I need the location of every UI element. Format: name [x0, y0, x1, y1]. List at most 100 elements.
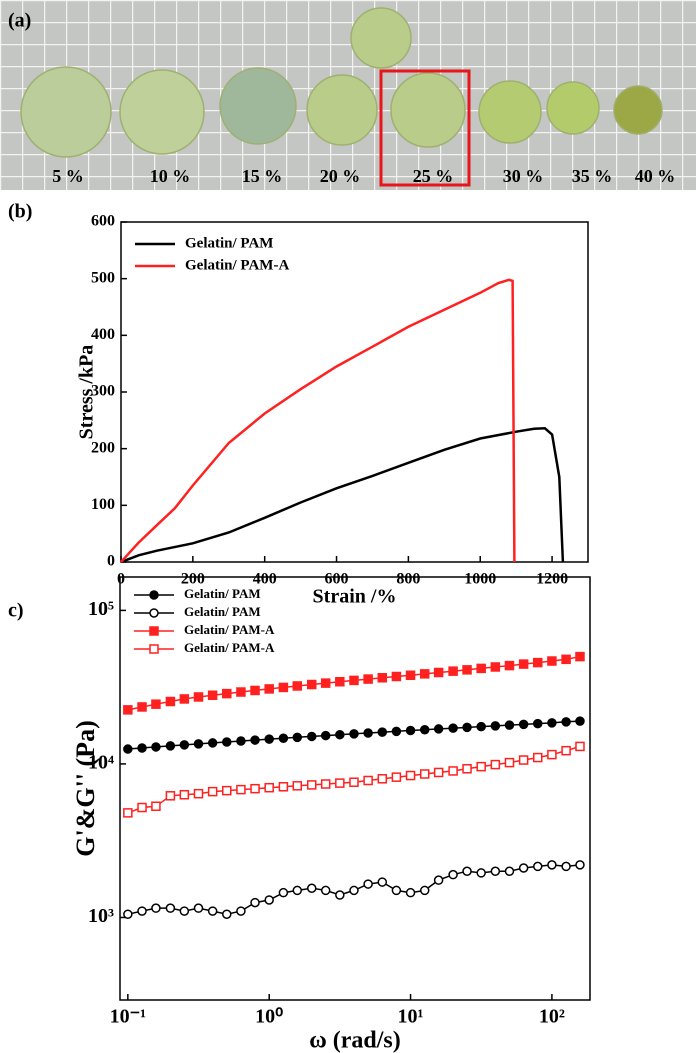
marker [236, 906, 246, 916]
marker [292, 781, 303, 791]
y-tick-label: 400 [91, 326, 115, 343]
marker [165, 741, 176, 751]
y-tick-label: 200 [91, 439, 115, 456]
gel-discs [20, 7, 663, 158]
marker [335, 729, 345, 740]
highlight-box [379, 69, 471, 187]
marker [207, 690, 218, 701]
marker [264, 734, 274, 744]
marker [335, 778, 345, 788]
marker [250, 897, 260, 908]
marker [462, 665, 472, 675]
x-tick-label: 200 [181, 571, 205, 588]
caption: 5 % [52, 166, 84, 186]
marker [264, 684, 274, 694]
legend-label: Gelatin/ PAM-A [184, 622, 275, 637]
legend-label: Gelatin/ PAM [184, 586, 261, 601]
marker [518, 863, 529, 873]
marker [419, 724, 430, 735]
legend-marker [149, 626, 159, 636]
plot-frame [119, 576, 591, 1001]
legend-label: Gelatin/ PAM-A [185, 257, 289, 273]
marker [193, 903, 204, 913]
marker [532, 861, 543, 872]
marker [278, 887, 289, 898]
marker [123, 744, 133, 754]
marker [433, 724, 444, 734]
marker [278, 782, 289, 792]
marker [433, 667, 444, 678]
marker [250, 685, 260, 696]
marker [307, 731, 317, 742]
y-axis-label: Stress /kPa [76, 345, 98, 440]
marker [561, 717, 571, 727]
marker [547, 860, 557, 870]
marker [349, 777, 359, 787]
marker [123, 909, 133, 919]
caption: 30 % [503, 166, 544, 186]
marker [222, 688, 232, 699]
caption: 35 % [572, 166, 613, 186]
marker [490, 721, 501, 731]
x-axis-label: Strain /% [313, 586, 397, 608]
marker [320, 678, 331, 688]
marker [419, 669, 430, 679]
y-axis-label: G'&G'' (Pa) [71, 720, 100, 856]
marker [292, 681, 303, 691]
marker [462, 764, 472, 774]
charts: (b) 0 200 400 600 800 1000 1200 0 100 200 300 400 500… [8, 201, 591, 1053]
caption: 25 % [413, 166, 454, 186]
caption: 20 % [320, 166, 361, 186]
marker [448, 766, 458, 776]
marker [518, 659, 529, 669]
legend-marker [149, 644, 159, 654]
marker [222, 785, 232, 796]
y-tick-label: 300 [91, 383, 115, 400]
panel-label: c) [8, 600, 24, 622]
marker [349, 675, 359, 686]
marker [363, 775, 373, 786]
marker [236, 784, 246, 795]
marker [236, 736, 246, 746]
marker [179, 740, 190, 750]
marker [278, 733, 289, 743]
marker [547, 718, 557, 728]
marker [405, 770, 416, 781]
marker [165, 903, 176, 913]
marker [575, 741, 585, 752]
marker [264, 895, 274, 905]
marker [476, 761, 486, 772]
marker [236, 687, 246, 697]
marker [193, 692, 204, 702]
marker [405, 670, 416, 681]
marker [193, 739, 204, 749]
panel-label: (b) [8, 201, 32, 223]
marker [207, 738, 218, 748]
marker [476, 868, 486, 878]
y-tick-label: 10⁵ [88, 598, 114, 620]
marker [575, 716, 585, 726]
marker [490, 759, 501, 770]
y-tick-label: 0 [107, 553, 115, 570]
marker [490, 866, 501, 876]
marker [476, 663, 486, 674]
marker [476, 721, 486, 732]
marker [123, 808, 133, 818]
y-tick-label: 600 [91, 213, 115, 230]
legend-marker [149, 590, 159, 600]
y-tick-label: 10⁴ [88, 752, 114, 774]
marker [363, 674, 373, 684]
marker [377, 673, 388, 683]
marker [179, 789, 190, 800]
marker [377, 877, 388, 887]
marker [335, 890, 345, 900]
marker [151, 742, 161, 752]
marker [518, 719, 529, 730]
marker [504, 720, 515, 730]
legend-label: Gelatin/ PAM [184, 604, 261, 619]
x-tick-label: 600 [325, 571, 349, 588]
x-tick-label: 1000 [464, 571, 496, 588]
marker [419, 769, 430, 779]
marker [222, 909, 232, 919]
marker [320, 730, 331, 741]
